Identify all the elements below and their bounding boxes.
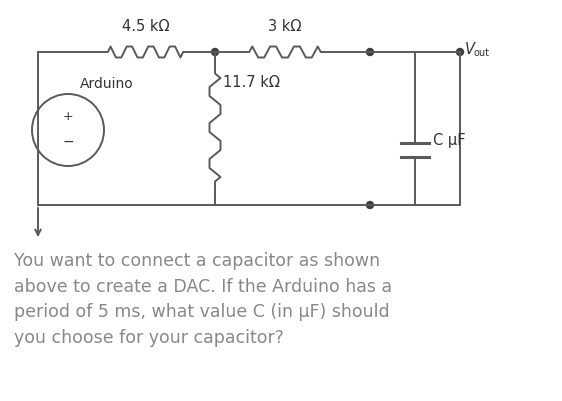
Text: C μF: C μF	[433, 132, 465, 148]
Text: 11.7 kΩ: 11.7 kΩ	[223, 75, 280, 90]
Circle shape	[211, 49, 219, 55]
Text: 3 kΩ: 3 kΩ	[268, 19, 302, 34]
Text: −: −	[62, 135, 74, 149]
Text: +: +	[63, 111, 73, 124]
Text: You want to connect a capacitor as shown
above to create a DAC. If the Arduino h: You want to connect a capacitor as shown…	[14, 252, 392, 347]
Circle shape	[456, 49, 464, 55]
Text: V: V	[465, 43, 475, 57]
Text: 4.5 kΩ: 4.5 kΩ	[122, 19, 169, 34]
Text: Arduino: Arduino	[80, 77, 134, 91]
Text: out: out	[474, 48, 490, 58]
Circle shape	[366, 49, 374, 55]
Circle shape	[366, 201, 374, 209]
